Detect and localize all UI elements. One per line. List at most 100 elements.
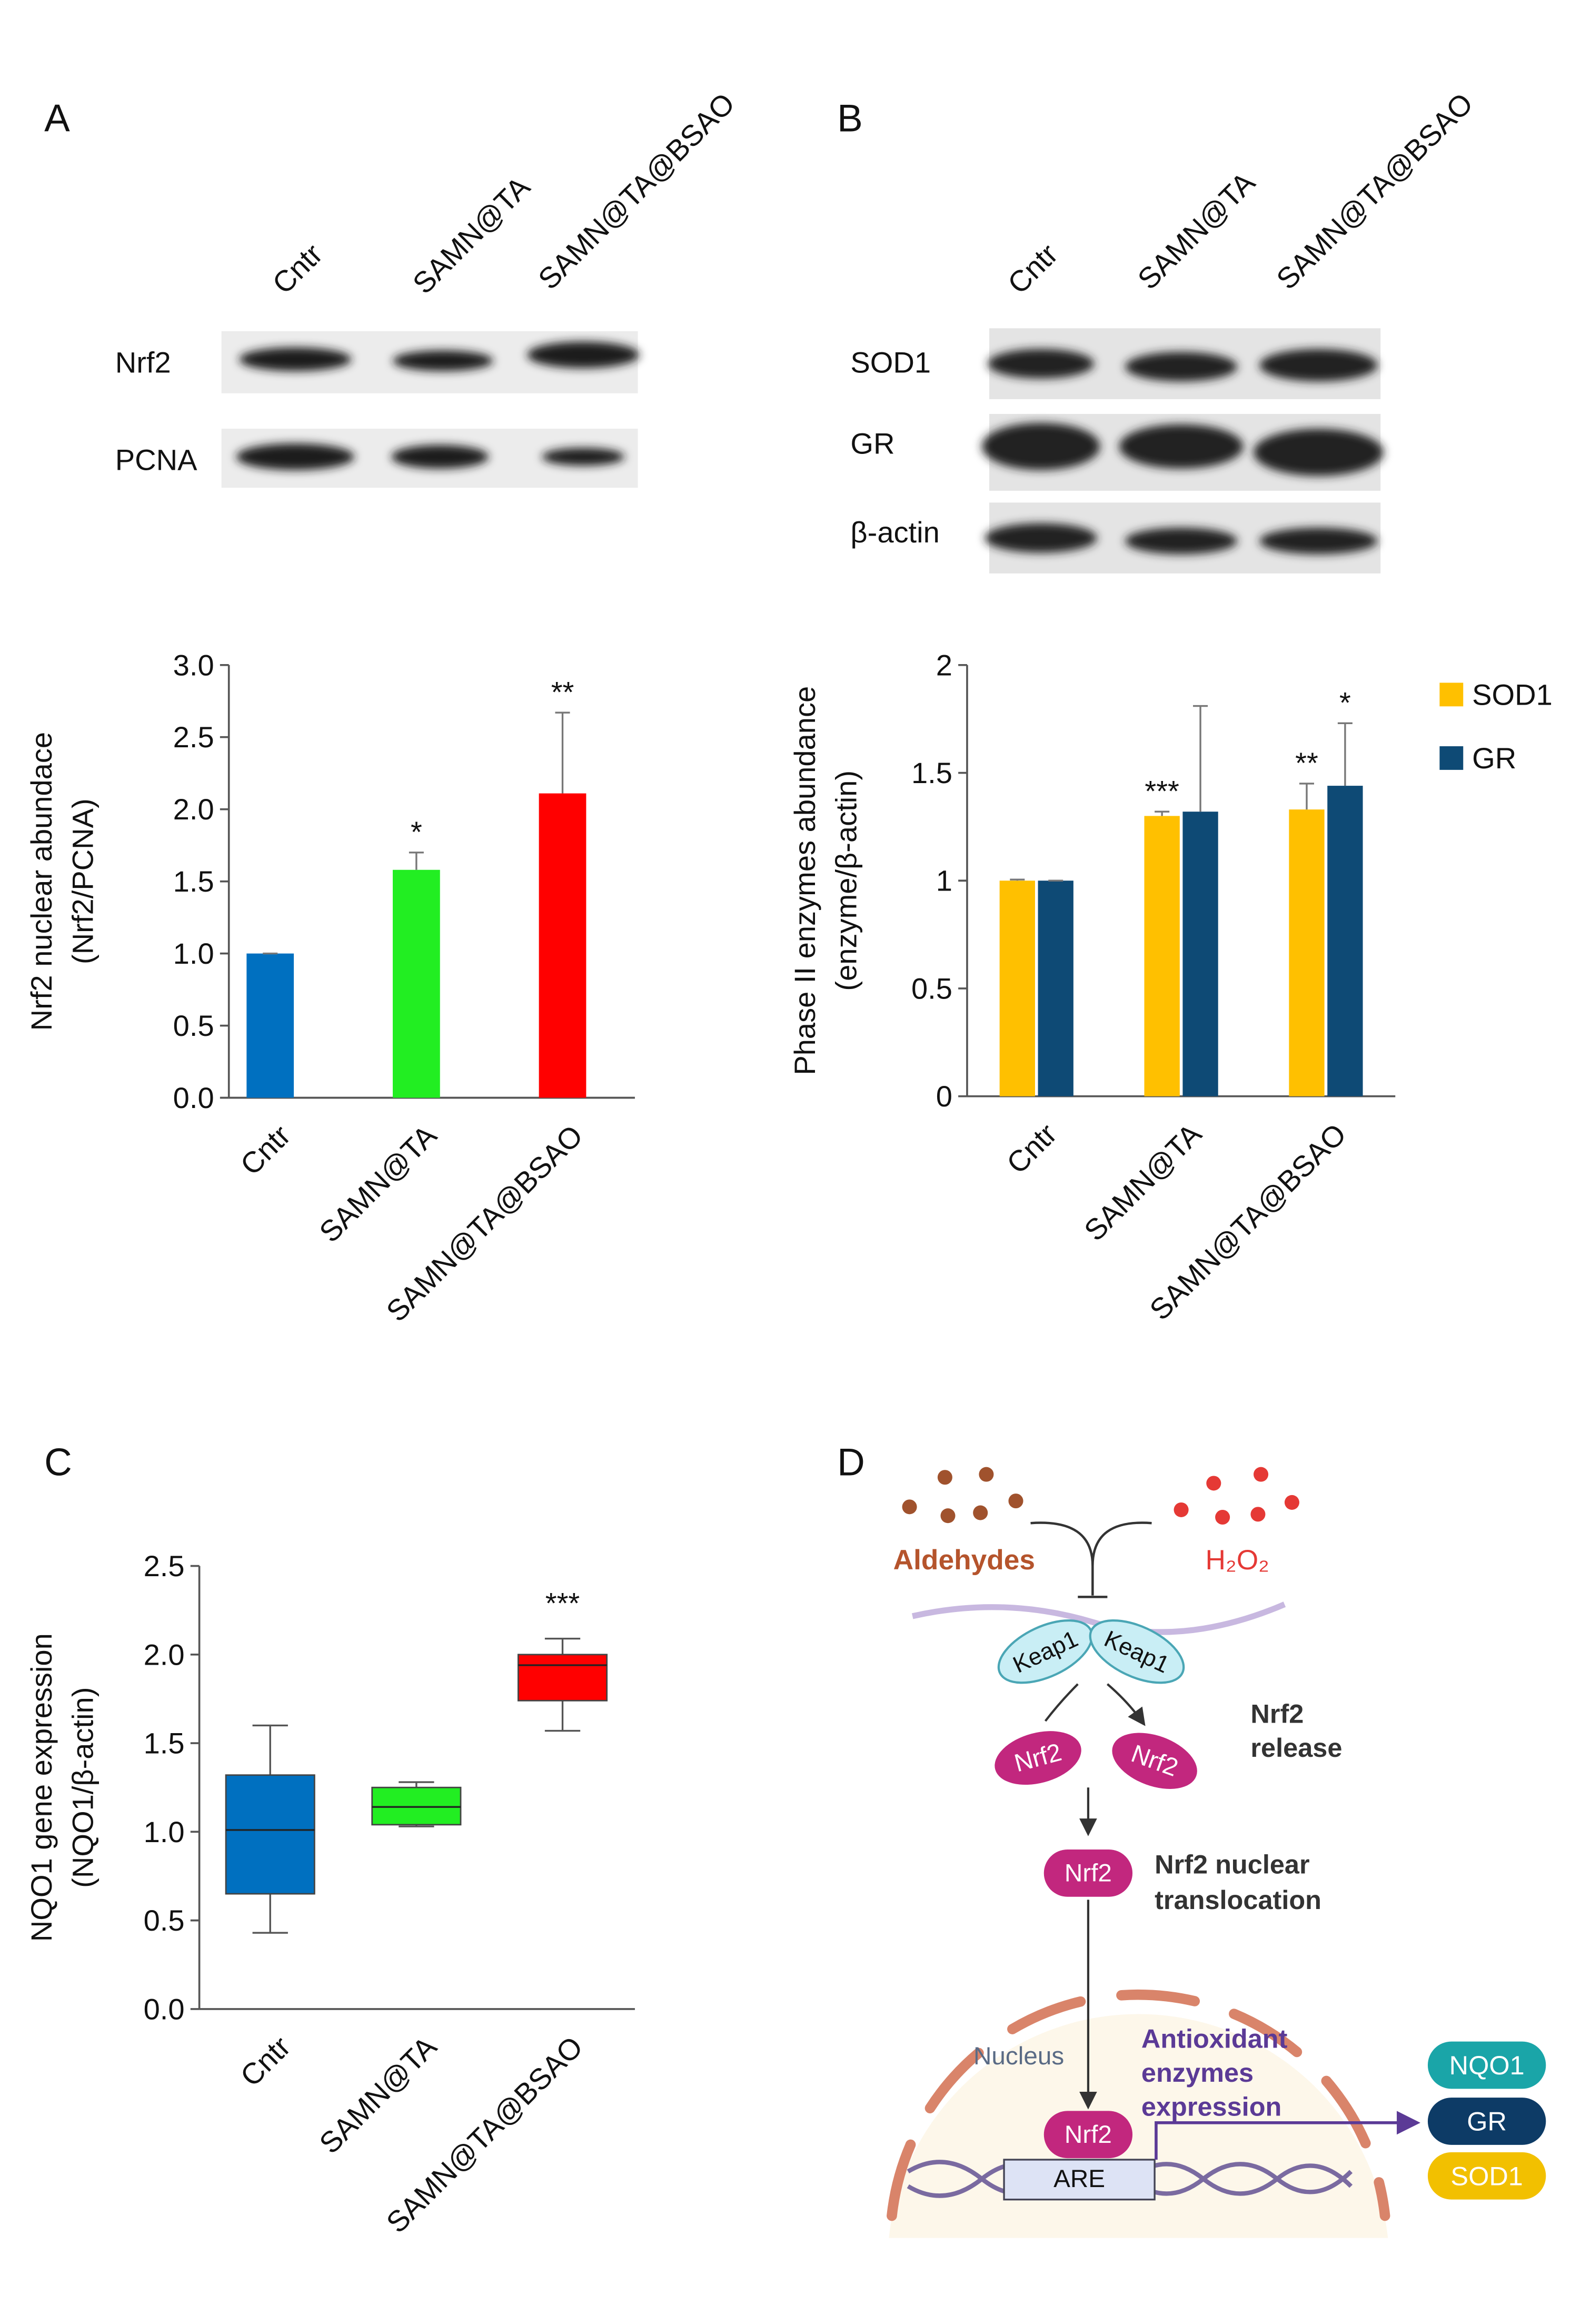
blot-b: Cntr SAMN@TA SAMN@TA@BSAO SOD1 GR β-acti… bbox=[850, 86, 1479, 573]
product-pill bbox=[1427, 2152, 1546, 2200]
error-bar bbox=[1299, 783, 1315, 810]
blot-a: Cntr SAMN@TA SAMN@TA@BSAO Nrf2 PCNA bbox=[115, 86, 741, 488]
bar bbox=[1327, 786, 1363, 1096]
nrf2-shape bbox=[1043, 2111, 1133, 2159]
nrf2-shape bbox=[1043, 1850, 1133, 1897]
error-bar bbox=[1337, 722, 1353, 786]
nrf2-shape bbox=[995, 1731, 1081, 1785]
y-tick-label: 2.0 bbox=[144, 1638, 185, 1671]
expression-label: expression bbox=[1141, 2091, 1282, 2121]
significance: * bbox=[411, 815, 422, 848]
error-bar bbox=[555, 711, 570, 794]
y-axis-label: (NQO1/β-actin) bbox=[66, 1687, 100, 1888]
nrf2-label: Nrf2 bbox=[1065, 1859, 1112, 1887]
x-tick-label: SAMN@TA bbox=[313, 2030, 443, 2160]
nucleus-label: Nucleus bbox=[973, 2042, 1064, 2070]
y-tick-label: 1.5 bbox=[144, 1727, 185, 1760]
whisker bbox=[544, 1700, 581, 1732]
y-tick-label: 1 bbox=[936, 864, 952, 897]
blot-column: Cntr bbox=[266, 237, 329, 300]
y-axis-label: Nrf2 nuclear abundace bbox=[25, 732, 58, 1031]
release-label: release bbox=[1250, 1733, 1342, 1763]
legend-label: GR bbox=[1472, 741, 1516, 775]
y-tick-label: 2.5 bbox=[144, 1549, 185, 1583]
x-tick-label: SAMN@TA bbox=[1078, 1117, 1208, 1248]
significance: ** bbox=[1295, 746, 1318, 779]
whisker bbox=[252, 1724, 288, 1775]
y-axis-label: (Nrf2/PCNA) bbox=[66, 798, 100, 964]
y-tick-label: 2.0 bbox=[173, 793, 214, 826]
are-box bbox=[1003, 2159, 1156, 2201]
product-label: NQO1 bbox=[1449, 2050, 1525, 2080]
bar bbox=[539, 793, 586, 1098]
product-pill bbox=[1427, 2098, 1546, 2145]
blot-column: SAMN@TA@BSAO bbox=[1270, 86, 1479, 296]
y-tick-label: 2 bbox=[936, 648, 952, 681]
blot-column: Cntr bbox=[1001, 237, 1064, 300]
h2o2-dots bbox=[1174, 1467, 1299, 1525]
blot-column: SAMN@TA@BSAO bbox=[532, 86, 741, 296]
error-bar bbox=[409, 852, 424, 870]
x-tick-label: SAMN@TA bbox=[313, 1119, 443, 1249]
y-tick-label: 0.5 bbox=[144, 1904, 185, 1937]
y-tick-label: 1.0 bbox=[173, 937, 214, 970]
y-axis-label: NQO1 gene expression bbox=[25, 1633, 58, 1942]
y-tick-label: 0.0 bbox=[144, 1992, 185, 2025]
x-tick-label: Cntr bbox=[1000, 1117, 1063, 1180]
box bbox=[517, 1654, 608, 1702]
legend-swatch bbox=[1439, 683, 1464, 707]
box bbox=[225, 1774, 315, 1895]
blot-row: β-actin bbox=[850, 516, 939, 549]
membrane bbox=[911, 1601, 1286, 1635]
release-arrows bbox=[1044, 1683, 1143, 1723]
y-axis-label: Phase II enzymes abundance bbox=[788, 686, 821, 1075]
bar bbox=[246, 953, 294, 1098]
keap1-dimer bbox=[997, 1619, 1185, 1684]
inhibition bbox=[1030, 1521, 1152, 1598]
y-tick-label: 1.5 bbox=[173, 865, 214, 898]
y-tick-label: 1.0 bbox=[144, 1815, 185, 1848]
release-label: Nrf2 bbox=[1250, 1698, 1304, 1728]
expression-label: enzymes bbox=[1141, 2058, 1254, 2088]
whisker bbox=[399, 1781, 434, 1788]
aldehyde-dots bbox=[902, 1467, 1023, 1524]
bar bbox=[1289, 809, 1325, 1096]
nrf2-shape bbox=[1112, 1733, 1197, 1789]
nuclear-envelope bbox=[887, 1989, 1390, 2221]
y-tick-label: 2.5 bbox=[173, 720, 214, 754]
whisker bbox=[544, 1637, 581, 1655]
product-label: GR bbox=[1467, 2107, 1507, 2137]
nrf2-label: Nrf2 bbox=[1065, 2121, 1112, 2149]
h2o2-label: H₂O₂ bbox=[1206, 1545, 1269, 1576]
diagram: Aldehydes H₂O₂ Keap1 Keap1 Nrf2 Nrf2 Nrf… bbox=[887, 1467, 1546, 2238]
nucleus-fill bbox=[889, 2014, 1388, 2238]
significance: * bbox=[1339, 686, 1351, 719]
significance: *** bbox=[1145, 774, 1179, 807]
x-tick-label: Cntr bbox=[234, 2030, 296, 2092]
bar bbox=[1038, 881, 1073, 1096]
blot-row: PCNA bbox=[115, 443, 197, 476]
y-tick-label: 3.0 bbox=[173, 648, 214, 681]
blot-column: SAMN@TA bbox=[1131, 165, 1261, 296]
blot-row: GR bbox=[850, 427, 894, 460]
bar bbox=[999, 881, 1035, 1096]
x-tick-label: Cntr bbox=[234, 1119, 296, 1181]
blot-column: SAMN@TA bbox=[406, 170, 536, 300]
bands bbox=[982, 349, 1384, 555]
bar bbox=[1182, 812, 1218, 1096]
panel-label: C bbox=[44, 1441, 72, 1484]
bands bbox=[236, 341, 640, 470]
y-tick-label: 0.5 bbox=[173, 1009, 214, 1042]
product-pill bbox=[1427, 2041, 1546, 2089]
translocation-label: translocation bbox=[1155, 1885, 1321, 1915]
bar bbox=[393, 869, 440, 1098]
legend-label: SOD1 bbox=[1472, 678, 1553, 711]
error-bar bbox=[1155, 810, 1170, 816]
error-bar bbox=[1010, 878, 1025, 881]
bar bbox=[1144, 816, 1180, 1096]
y-tick-label: 0 bbox=[936, 1080, 952, 1113]
y-axis-label: (enzyme/β-actin) bbox=[829, 770, 862, 991]
y-tick-label: 0.5 bbox=[911, 972, 952, 1005]
panel-label: D bbox=[837, 1441, 865, 1484]
